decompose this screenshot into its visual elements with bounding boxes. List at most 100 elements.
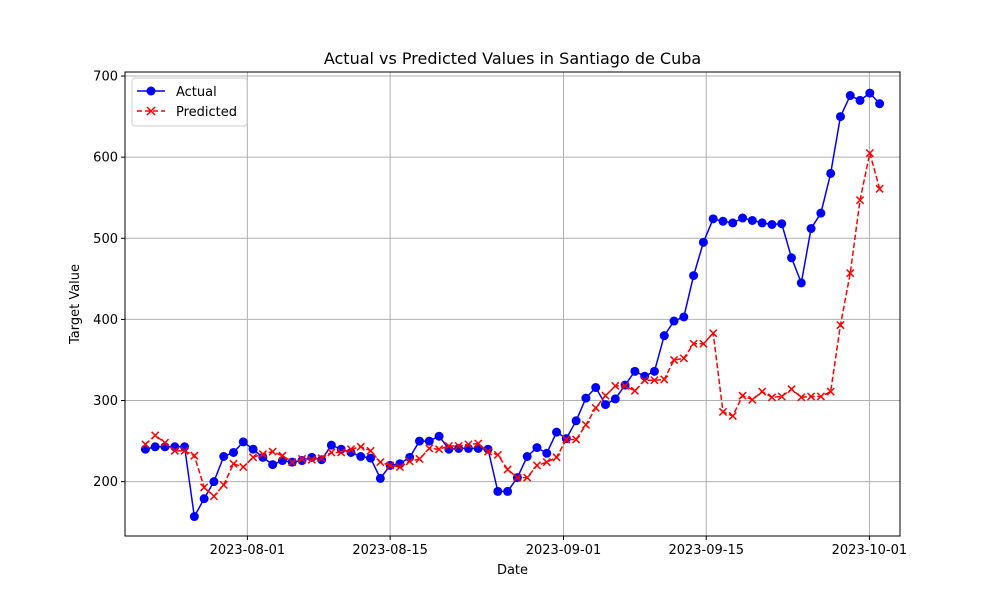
predicted-data-point	[239, 462, 248, 472]
x-axis-title: Date	[497, 563, 528, 578]
predicted-data-point	[669, 355, 679, 365]
x-marker-stroke	[758, 387, 767, 396]
predicted-data-point	[219, 480, 228, 490]
x-marker-stroke	[288, 458, 297, 467]
x-marker-stroke	[669, 355, 679, 365]
x-tick-label: 2023-09-01	[526, 543, 602, 558]
actual-data-point	[875, 99, 885, 109]
x-marker-stroke	[650, 376, 659, 385]
predicted-data-point	[542, 458, 551, 467]
predicted-data-point	[307, 455, 316, 464]
predicted-series-line	[144, 152, 881, 497]
predicted-data-point	[826, 387, 835, 396]
actual-data-point	[659, 331, 669, 341]
actual-data-point	[649, 366, 659, 376]
actual-data-point	[415, 436, 424, 446]
actual-data-point	[424, 436, 434, 446]
predicted-data-point	[444, 441, 453, 451]
actual-data-point	[806, 224, 816, 234]
predicted-data-point	[699, 339, 708, 348]
x-marker-stroke	[591, 403, 600, 412]
actual-data-point	[816, 208, 826, 218]
x-tick-label: 2023-08-01	[210, 543, 286, 558]
actual-data-point	[679, 312, 689, 322]
actual-data-point	[728, 218, 738, 228]
actual-data-point	[708, 214, 718, 224]
actual-data-point	[258, 452, 268, 462]
predicted-data-point	[855, 196, 865, 205]
predicted-data-point	[591, 403, 600, 412]
actual-data-point	[669, 316, 679, 326]
predicted-data-point	[581, 420, 591, 429]
x-tick-label: 2023-08-15	[352, 543, 428, 558]
x-marker-stroke	[239, 462, 248, 472]
x-marker-stroke	[611, 381, 620, 391]
x-marker-stroke	[875, 184, 884, 193]
x-marker-stroke	[141, 440, 150, 449]
x-marker-stroke	[376, 458, 385, 467]
predicted-data-point	[268, 447, 277, 456]
predicted-data-point	[875, 184, 884, 193]
x-marker-stroke	[278, 451, 287, 460]
predicted-data-point	[758, 387, 767, 396]
x-marker-stroke	[209, 492, 219, 501]
actual-data-point	[209, 477, 219, 487]
predicted-data-point	[229, 459, 238, 468]
x-marker-stroke	[640, 376, 649, 385]
actual-data-point	[601, 400, 610, 410]
actual-data-point	[199, 494, 209, 504]
x-marker-stroke	[660, 375, 669, 384]
predicted-data-point	[190, 451, 199, 460]
actual-data-point	[591, 383, 601, 393]
y-tick-label: 200	[93, 475, 118, 490]
actual-data-point	[757, 218, 767, 228]
y-tick-label: 300	[93, 394, 118, 409]
predicted-data-point	[601, 391, 610, 400]
predicted-data-point	[797, 393, 806, 402]
x-marker-stroke	[532, 461, 542, 470]
predicted-data-point	[572, 435, 581, 444]
actual-data-point	[738, 213, 748, 223]
actual-data-point	[336, 444, 346, 454]
grid-lines	[125, 72, 900, 536]
predicted-data-point	[787, 385, 796, 394]
predicted-data-point	[170, 446, 179, 455]
actual-data-point	[835, 112, 845, 122]
actual-data-point	[493, 486, 503, 496]
predicted-data-point	[288, 458, 297, 467]
actual-data-point	[610, 394, 620, 404]
predicted-data-point	[503, 465, 512, 474]
x-marker-stroke	[248, 453, 258, 462]
x-marker-stroke	[160, 438, 170, 447]
predicted-data-point	[180, 446, 189, 455]
x-marker-stroke	[552, 453, 561, 462]
actual-data-point	[150, 442, 160, 452]
predicted-data-point	[376, 458, 385, 467]
actual-data-point	[268, 460, 278, 470]
x-marker-stroke	[620, 381, 630, 391]
actual-data-point	[326, 440, 336, 450]
predicted-data-point	[317, 453, 326, 463]
predicted-data-point	[415, 454, 424, 464]
x-marker-stroke	[630, 386, 639, 395]
actual-data-point	[248, 444, 258, 454]
x-marker-stroke	[434, 445, 444, 454]
actual-data-point	[718, 216, 728, 226]
predicted-data-point	[464, 440, 473, 449]
predicted-data-point	[611, 381, 620, 391]
x-marker-stroke	[816, 392, 825, 401]
x-marker-stroke	[699, 339, 708, 348]
actual-data-point	[855, 95, 865, 105]
actual-data-point	[689, 271, 699, 281]
actual-data-point	[865, 88, 875, 98]
actual-data-point	[522, 452, 532, 462]
predicted-data-point	[386, 461, 395, 470]
x-marker-stroke	[718, 407, 728, 417]
x-marker-stroke	[709, 329, 718, 338]
actual-data-point	[219, 452, 229, 462]
x-marker-stroke	[601, 391, 610, 400]
x-marker-stroke	[229, 459, 238, 468]
actual-data-point	[532, 443, 542, 453]
predicted-data-point	[679, 354, 688, 363]
